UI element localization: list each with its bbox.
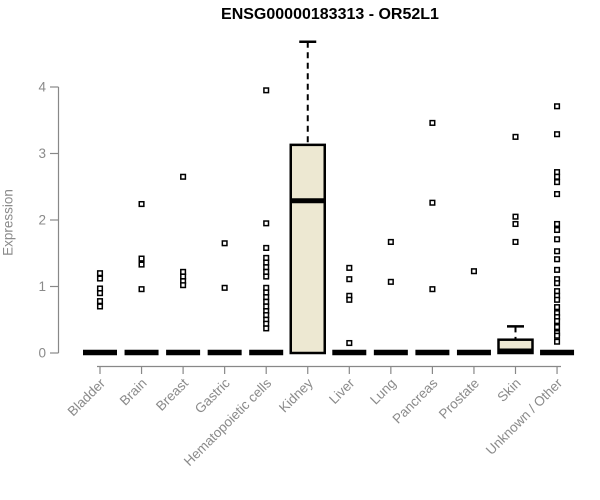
y-tick-label: 4 bbox=[38, 80, 46, 95]
category-label: Brain bbox=[117, 376, 150, 409]
outlier-point bbox=[180, 282, 187, 289]
outlier-point bbox=[138, 255, 145, 262]
box bbox=[289, 143, 326, 355]
outlier-point bbox=[554, 304, 561, 311]
outlier-point bbox=[387, 278, 394, 285]
outlier-point bbox=[554, 296, 561, 303]
category-label: Gastric bbox=[192, 375, 233, 416]
outlier-point bbox=[263, 220, 270, 227]
y-tick-label: 3 bbox=[38, 146, 46, 161]
outlier-point bbox=[138, 200, 145, 208]
category-label: Skin bbox=[494, 376, 523, 405]
outlier-point bbox=[554, 280, 561, 287]
outlier-point bbox=[554, 236, 561, 243]
outlier-point bbox=[96, 290, 104, 297]
category-label: Pancreas bbox=[390, 375, 441, 426]
outlier-point bbox=[346, 339, 353, 347]
chart-title: ENSG00000183313 - OR52L1 bbox=[221, 6, 439, 23]
outlier-point bbox=[346, 276, 353, 283]
outlier-point bbox=[96, 303, 104, 310]
outlier-point bbox=[263, 244, 270, 251]
outlier-point bbox=[138, 261, 145, 268]
y-tick-label: 2 bbox=[38, 213, 46, 228]
category-label: Lung bbox=[367, 376, 399, 408]
category-label: Liver bbox=[326, 375, 358, 407]
category-label: Breast bbox=[153, 375, 191, 413]
outlier-point bbox=[221, 240, 228, 247]
outlier-point bbox=[96, 270, 104, 277]
outlier-point bbox=[512, 220, 519, 228]
outlier-point bbox=[512, 213, 519, 220]
outlier-point bbox=[554, 173, 561, 180]
outlier-point bbox=[96, 275, 104, 282]
category-label: Kidney bbox=[276, 375, 316, 415]
outlier-point bbox=[554, 266, 561, 273]
category-label: Unknown / Other bbox=[483, 375, 566, 458]
outlier-point bbox=[263, 325, 270, 332]
category-label: Bladder bbox=[65, 375, 109, 419]
outlier-point bbox=[96, 298, 104, 305]
outlier-point bbox=[554, 131, 561, 138]
outlier-point bbox=[554, 256, 561, 263]
outlier-point bbox=[429, 199, 436, 206]
outlier-point bbox=[263, 87, 270, 94]
outlier-point bbox=[554, 220, 561, 228]
outlier-point bbox=[429, 286, 436, 293]
outlier-point bbox=[263, 273, 270, 280]
outlier-point bbox=[512, 238, 519, 245]
category-label: Prostate bbox=[436, 376, 482, 422]
outlier-point bbox=[346, 264, 353, 271]
outlier-point bbox=[470, 268, 477, 275]
outlier-point bbox=[554, 226, 561, 234]
outlier-point bbox=[554, 324, 561, 331]
y-tick-label: 1 bbox=[38, 279, 46, 294]
outlier-point bbox=[554, 191, 561, 198]
outlier-point bbox=[554, 103, 561, 110]
outlier-point bbox=[429, 119, 436, 126]
outlier-point bbox=[180, 173, 187, 180]
outlier-point bbox=[554, 248, 561, 255]
outlier-point bbox=[221, 284, 228, 291]
outlier-point bbox=[346, 296, 353, 303]
outlier-point bbox=[554, 332, 561, 339]
outlier-point bbox=[138, 286, 145, 293]
outlier-point bbox=[554, 179, 561, 186]
outlier-point bbox=[554, 318, 561, 325]
outlier-point bbox=[512, 133, 519, 140]
y-tick-label: 0 bbox=[38, 346, 46, 361]
outlier-point bbox=[387, 238, 394, 245]
outlier-point bbox=[554, 338, 561, 345]
